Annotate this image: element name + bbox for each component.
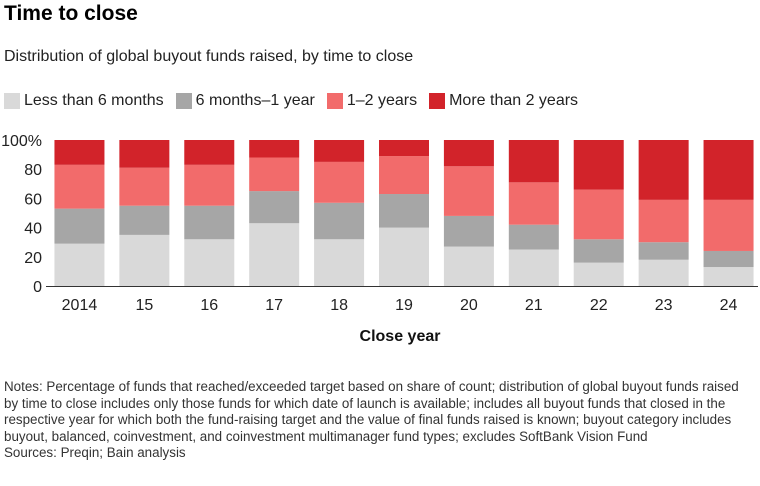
- bar-segment-gt2: [379, 140, 429, 157]
- y-tick-label: 0: [33, 279, 42, 296]
- x-tick-label: 22: [590, 297, 608, 314]
- bar-segment-y1_2: [314, 161, 365, 203]
- x-tick-label: 20: [460, 297, 478, 314]
- legend: Less than 6 months 6 months–1 year 1–2 y…: [4, 92, 590, 110]
- bar-segment-lt6: [443, 246, 494, 286]
- bar-segment-gt2: [249, 140, 300, 158]
- legend-item-6m-1y: 6 months–1 year: [175, 92, 315, 110]
- bar-segment-m6_1y: [379, 194, 429, 228]
- legend-label-lt6: Less than 6 months: [24, 92, 164, 109]
- y-tick-label: 100%: [1, 133, 42, 150]
- bar-segment-lt6: [573, 262, 624, 286]
- chart-subtitle: Distribution of global buyout funds rais…: [4, 48, 414, 65]
- legend-swatch-gt2: [429, 93, 446, 109]
- y-tick-label: 80: [24, 162, 42, 179]
- stacked-bar-chart: 0 20 40 60 80 100% 2014 15 16 17 18 19 20 21 22 23 24 Clo…: [1, 133, 758, 345]
- bar-segment-y1_2: [443, 166, 494, 216]
- x-tick-label: 2014: [62, 297, 98, 314]
- legend-swatch-6m-1y: [175, 93, 192, 109]
- x-tick-label: 19: [395, 297, 413, 314]
- x-tick-label: 24: [720, 297, 738, 314]
- x-tick-label: 23: [655, 297, 673, 314]
- bar-segment-gt2: [573, 140, 624, 190]
- bar-segment-lt6: [379, 227, 429, 286]
- bar-segment-lt6: [508, 249, 559, 286]
- notes-text: Notes: Percentage of funds that reached/…: [4, 379, 739, 444]
- x-tick-label: 16: [200, 297, 218, 314]
- bar-segment-m6_1y: [508, 224, 559, 250]
- bar-segment-m6_1y: [249, 191, 300, 224]
- x-axis-title: Close year: [360, 328, 441, 345]
- bar-segment-lt6: [249, 223, 300, 286]
- bar-segment-gt2: [638, 140, 689, 200]
- bar-segment-y1_2: [54, 164, 105, 209]
- bar-segment-gt2: [703, 140, 754, 200]
- bar-segment-m6_1y: [119, 205, 170, 235]
- bar-segment-gt2: [54, 140, 105, 165]
- legend-swatch-lt6: [4, 93, 20, 109]
- bar-segment-gt2: [508, 140, 559, 183]
- x-tick-label: 15: [135, 297, 153, 314]
- legend-label-1-2y: 1–2 years: [346, 92, 418, 109]
- bar-segment-y1_2: [119, 167, 170, 206]
- bar-segment-m6_1y: [54, 208, 105, 244]
- bar-segment-lt6: [54, 243, 105, 286]
- y-tick-label: 60: [24, 191, 42, 208]
- bar-segment-gt2: [184, 140, 235, 165]
- chart-title: Time to close: [4, 2, 138, 25]
- y-tick-label: 40: [24, 221, 42, 238]
- x-tick-label: 21: [525, 297, 543, 314]
- legend-item-1-2y: 1–2 years: [326, 92, 418, 110]
- bar-segment-lt6: [184, 239, 235, 286]
- bar-segment-y1_2: [573, 189, 624, 240]
- legend-label-6m-1y: 6 months–1 year: [195, 92, 315, 109]
- bar-segment-m6_1y: [638, 242, 689, 260]
- legend-item-gt2: More than 2 years: [429, 92, 578, 110]
- bar-segment-m6_1y: [573, 239, 624, 263]
- bar-segment-lt6: [703, 267, 754, 286]
- bar-segment-lt6: [638, 259, 689, 286]
- x-tick-label: 17: [265, 297, 283, 314]
- notes-block: Notes: Percentage of funds that reached/…: [4, 379, 754, 462]
- bar-segment-y1_2: [638, 199, 689, 243]
- bar-segment-y1_2: [703, 199, 754, 251]
- bar-segment-m6_1y: [443, 215, 494, 247]
- legend-label-gt2: More than 2 years: [449, 92, 579, 109]
- x-tick-label: 18: [330, 297, 348, 314]
- legend-item-lt6: Less than 6 months: [4, 92, 164, 110]
- bar-segment-y1_2: [379, 156, 429, 195]
- bar-segment-m6_1y: [703, 250, 754, 268]
- legend-swatch-1-2y: [326, 93, 343, 109]
- bar-segment-gt2: [314, 140, 365, 162]
- bar-segment-m6_1y: [184, 205, 235, 240]
- bar-segment-gt2: [119, 140, 170, 168]
- bar-segment-y1_2: [249, 157, 300, 192]
- bar-segment-y1_2: [508, 182, 559, 225]
- bar-segment-gt2: [443, 140, 494, 167]
- sources-text: Sources: Preqin; Bain analysis: [4, 445, 186, 461]
- y-tick-label: 20: [24, 250, 42, 267]
- bar-segment-y1_2: [184, 164, 235, 206]
- bar-segment-lt6: [314, 239, 365, 286]
- bar-segment-m6_1y: [314, 202, 365, 240]
- bar-segment-lt6: [119, 234, 170, 286]
